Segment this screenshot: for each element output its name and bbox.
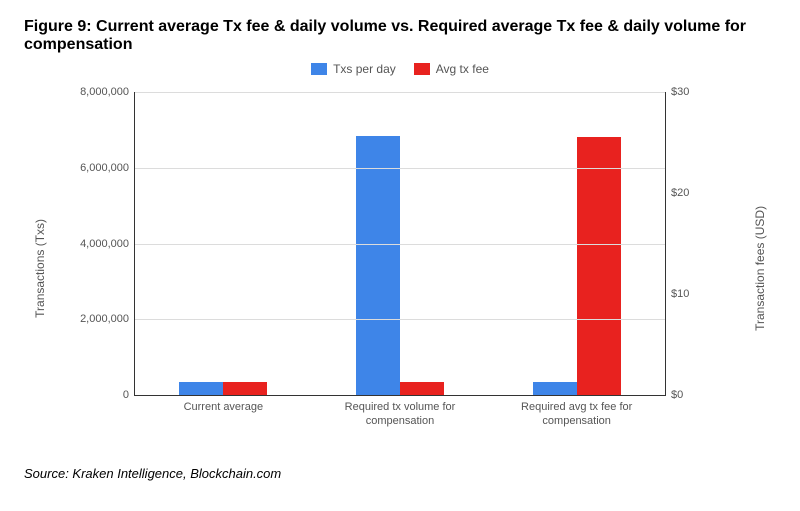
figure-title: Figure 9: Current average Tx fee & daily… xyxy=(24,18,776,54)
ytick-left: 4,000,000 xyxy=(80,238,135,250)
figure-container: Figure 9: Current average Tx fee & daily… xyxy=(0,0,800,511)
x-axis-category-label: Current average xyxy=(143,395,303,415)
bar xyxy=(400,382,444,395)
gridline xyxy=(135,244,665,245)
legend-item-txs: Txs per day xyxy=(311,62,396,76)
y-axis-left-label: Transactions (Txs) xyxy=(33,219,47,318)
gridline xyxy=(135,319,665,320)
legend: Txs per day Avg tx fee xyxy=(24,62,776,76)
legend-swatch-txs xyxy=(311,63,327,75)
x-axis-category-label: Required tx volume for compensation xyxy=(320,395,480,429)
ytick-right: $20 xyxy=(665,187,689,199)
bar xyxy=(179,382,223,395)
bar xyxy=(356,136,400,395)
gridline xyxy=(135,92,665,93)
gridline xyxy=(135,168,665,169)
ytick-left: 0 xyxy=(123,389,135,401)
legend-swatch-fee xyxy=(414,63,430,75)
ytick-left: 2,000,000 xyxy=(80,313,135,325)
ytick-right: $30 xyxy=(665,86,689,98)
bar xyxy=(577,137,621,395)
figure-source: Source: Kraken Intelligence, Blockchain.… xyxy=(24,466,776,481)
legend-label-txs: Txs per day xyxy=(333,62,396,76)
ytick-left: 6,000,000 xyxy=(80,162,135,174)
bar xyxy=(223,382,267,395)
chart: Transactions (Txs) Transaction fees (USD… xyxy=(24,82,776,452)
ytick-right: $0 xyxy=(665,389,683,401)
ytick-left: 8,000,000 xyxy=(80,86,135,98)
ytick-right: $10 xyxy=(665,288,689,300)
legend-label-fee: Avg tx fee xyxy=(436,62,489,76)
plot-area: Current averageRequired tx volume for co… xyxy=(134,92,666,396)
y-axis-right-label: Transaction fees (USD) xyxy=(753,206,767,331)
legend-item-fee: Avg tx fee xyxy=(414,62,489,76)
x-axis-category-label: Required avg tx fee for compensation xyxy=(497,395,657,429)
bar xyxy=(533,382,577,395)
